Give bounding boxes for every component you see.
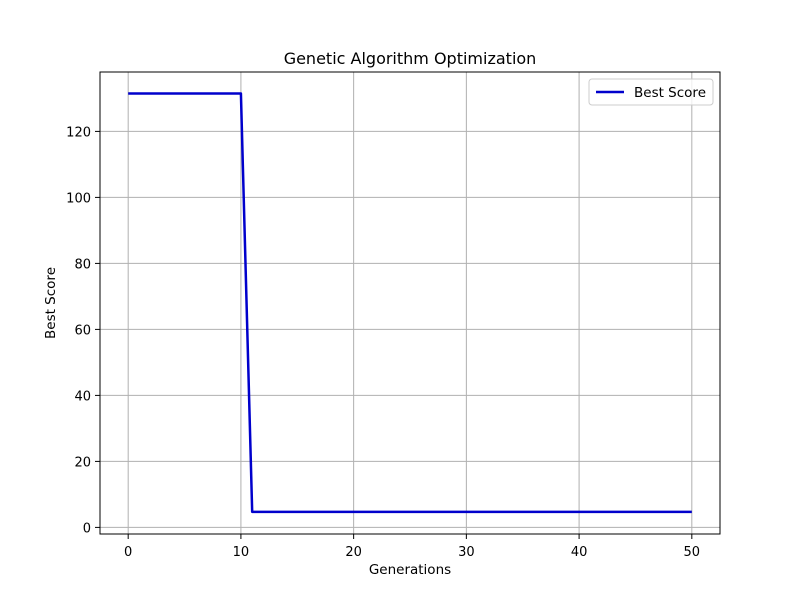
y-axis-label: Best Score [43, 267, 59, 339]
x-axis-ticks: 0 10 20 30 40 50 [124, 534, 700, 560]
chart-title: Genetic Algorithm Optimization [284, 49, 537, 68]
legend-box [588, 78, 714, 106]
x-tick-label: 50 [684, 545, 701, 560]
y-tick-label: 100 [66, 191, 91, 206]
x-tick-label: 20 [345, 545, 362, 560]
y-tick-label: 60 [74, 323, 91, 338]
series-layer [128, 92, 692, 514]
y-tick-label: 120 [66, 125, 91, 140]
x-tick-label: 30 [458, 545, 475, 560]
y-axis-ticks: 0 20 40 60 80 100 120 [66, 125, 100, 536]
y-tick-label: 0 [83, 521, 91, 536]
y-tick-label: 80 [74, 257, 91, 272]
x-tick-label: 0 [124, 545, 132, 560]
legend-label: Best Score [634, 85, 706, 101]
series-line-best-score [128, 92, 692, 514]
x-axis-label: Generations [369, 562, 451, 578]
x-tick-label: 10 [233, 545, 250, 560]
legend: Best Score [588, 78, 714, 106]
x-tick-label: 40 [571, 545, 588, 560]
plot-area-frame [99, 71, 721, 535]
grid-lines [100, 72, 720, 534]
y-tick-label: 40 [74, 389, 91, 404]
y-tick-label: 20 [74, 455, 91, 470]
